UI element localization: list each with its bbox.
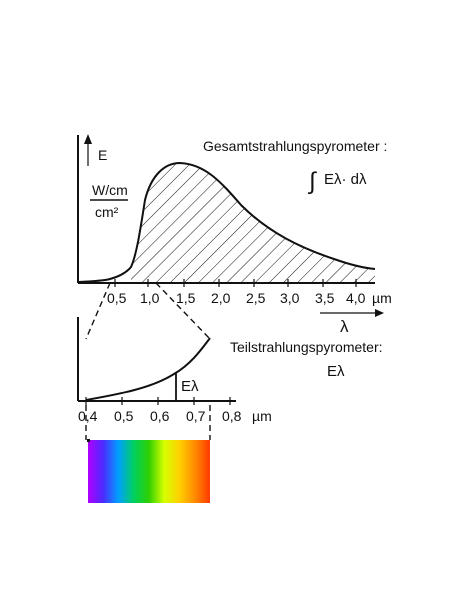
integral-expression: Eλ· dλ: [324, 171, 367, 188]
lambda-arrow-head: [375, 309, 384, 317]
bottom-marker-label: Eλ: [181, 378, 199, 395]
top-x-unit: µm: [372, 290, 392, 306]
top-unit-numerator: W/cm: [92, 182, 128, 198]
projection-lines: [85, 282, 211, 440]
bottom-tick-label-1: 0,5: [114, 408, 134, 424]
top-quantity-label: E: [98, 147, 107, 163]
top-tick-label-6: 3,5: [315, 290, 335, 306]
bottom-tick-label-3: 0,7: [186, 408, 206, 424]
top-unit-denominator: cm²: [95, 204, 119, 220]
planck-curve-top: [78, 161, 376, 283]
lambda-symbol: λ: [340, 317, 349, 336]
bottom-tick-label-0: 0,4: [78, 408, 98, 424]
top-y-arrow-head: [84, 134, 92, 144]
planck-curve-bottom: [85, 337, 211, 401]
bottom-x-unit: µm: [252, 408, 272, 424]
total-radiation-area: [131, 163, 375, 283]
bottom-title: Teilstrahlungspyrometer:: [230, 339, 383, 355]
top-title: Gesamtstrahlungspyrometer :: [203, 138, 387, 154]
bottom-right-symbol: Eλ: [327, 363, 345, 380]
top-tick-label-1: 1,0: [140, 290, 160, 306]
top-tick-label-5: 3,0: [280, 290, 300, 306]
visible-spectrum-band: [88, 440, 210, 503]
bottom-tick-label-4: 0,8: [222, 408, 242, 424]
top-tick-label-7: 4,0: [346, 290, 366, 306]
integral-symbol: ∫: [307, 168, 317, 195]
bottom-tick-label-2: 0,6: [150, 408, 170, 424]
top-tick-label-3: 2,0: [211, 290, 231, 306]
top-x-ticks: [114, 279, 357, 287]
top-tick-label-2: 1,5: [176, 290, 196, 306]
spectrum-left-dot: [87, 439, 90, 442]
bottom-x-ticks: [85, 397, 231, 405]
top-tick-label-4: 2,5: [246, 290, 266, 306]
top-tick-label-0: 0,5: [107, 290, 127, 306]
